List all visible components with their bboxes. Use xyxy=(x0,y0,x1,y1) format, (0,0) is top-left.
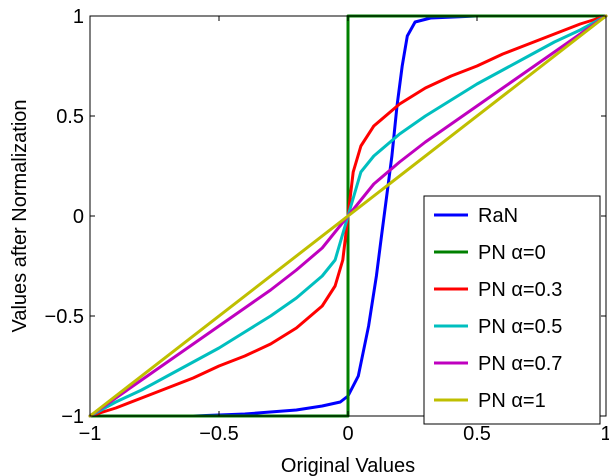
x-tick-label: −1 xyxy=(79,423,102,445)
y-axis-label: Values after Normalization xyxy=(9,99,31,332)
legend-label-1: PN α=0 xyxy=(478,242,546,264)
x-tick-label: 1 xyxy=(600,423,609,445)
y-tick-label: 0.5 xyxy=(56,106,84,128)
legend-label-5: PN α=1 xyxy=(478,390,546,412)
legend-label-4: PN α=0.7 xyxy=(478,353,562,375)
x-tick-label: 0 xyxy=(342,423,353,445)
legend-label-0: RaN xyxy=(478,205,518,227)
legend-box xyxy=(423,195,601,425)
series-line-5 xyxy=(88,14,608,418)
tick-layer: −1 −0.5 0 0.5 1 −1 −0.5 0 0.5 1 xyxy=(45,6,609,445)
y-tick-label: 1 xyxy=(73,6,84,28)
series-line-0 xyxy=(88,14,479,418)
legend-label-2: PN α=0.3 xyxy=(478,279,562,301)
x-tick-label: −0.5 xyxy=(199,423,238,445)
y-tick-label: −1 xyxy=(61,406,84,428)
y-tick-label: −0.5 xyxy=(45,306,84,328)
x-axis-label: Original Values xyxy=(281,455,415,476)
legend-label-3: PN α=0.5 xyxy=(478,316,562,338)
legend: RaN PN α=0 PN α=0.3 PN α=0.5 PN α=0.7 PN α=1 xyxy=(423,195,601,425)
x-tick-label: 0.5 xyxy=(463,423,491,445)
y-tick-label: 0 xyxy=(73,206,84,228)
